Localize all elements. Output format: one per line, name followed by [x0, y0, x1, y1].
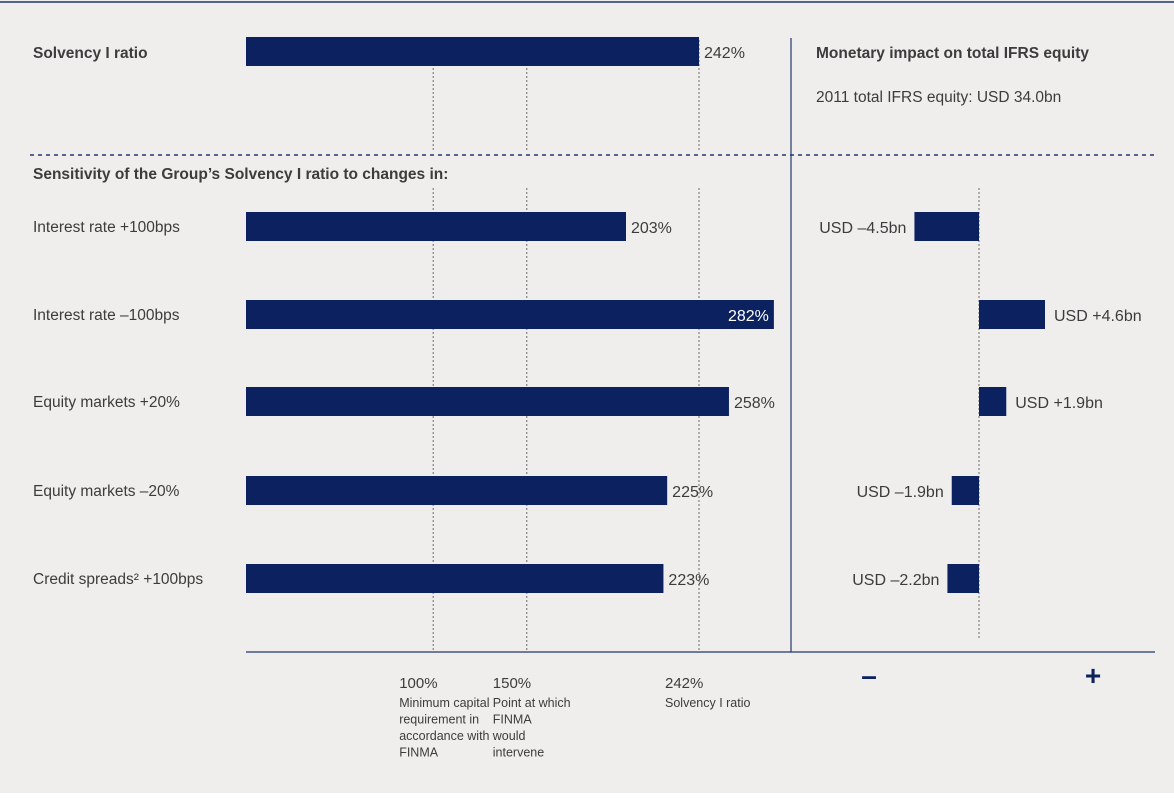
reference-description-100-0: Minimum capital — [399, 696, 489, 710]
sensitivity-bar-1 — [246, 300, 774, 329]
sensitivity-bar-2 — [246, 387, 729, 416]
reference-label-242: 242% — [665, 675, 703, 692]
sensitivity-title: Sensitivity of the Group’s Solvency I ra… — [33, 166, 448, 183]
category-label-4: Credit spreads² +100bps — [33, 571, 203, 588]
monetary-bar-0 — [914, 212, 979, 241]
reference-description-150-2: would — [492, 729, 526, 743]
category-label-2: Equity markets +20% — [33, 394, 180, 411]
monetary-value-label-4: USD –2.2bn — [852, 572, 939, 589]
bars — [246, 37, 1045, 593]
monetary-value-label-1: USD +4.6bn — [1054, 308, 1142, 325]
reference-description-100-2: accordance with — [399, 729, 489, 743]
reference-description-100-3: FINMA — [399, 746, 439, 760]
sensitivity-value-label-3: 225% — [672, 484, 713, 501]
sensitivity-value-label-4: 223% — [668, 572, 709, 589]
sensitivity-value-label-1: 282% — [728, 308, 769, 325]
reference-description-150-3: intervene — [493, 746, 544, 760]
sensitivity-bar-3 — [246, 476, 668, 505]
category-label-1: Interest rate –100bps — [33, 307, 180, 324]
sensitivity-value-label-2: 258% — [734, 395, 775, 412]
sensitivity-bar-0 — [246, 212, 626, 241]
solvency-value-label: 242% — [704, 45, 745, 62]
category-label-0: Interest rate +100bps — [33, 219, 180, 236]
monetary-axis-plus: + — [1085, 660, 1101, 691]
solvency-title: Solvency I ratio — [33, 45, 148, 62]
monetary-bar-3 — [951, 476, 979, 505]
monetary-axis-minus: – — [861, 660, 877, 691]
monetary-subtitle: 2011 total IFRS equity: USD 34.0bn — [816, 89, 1061, 106]
reference-label-100: 100% — [399, 675, 437, 692]
monetary-title: Monetary impact on total IFRS equity — [816, 45, 1089, 62]
sensitivity-bar-4 — [246, 564, 664, 593]
monetary-bar-1 — [979, 300, 1045, 329]
reference-description-100-1: requirement in — [399, 713, 479, 727]
reference-label-150: 150% — [493, 675, 531, 692]
monetary-value-label-3: USD –1.9bn — [857, 484, 944, 501]
labels: 100% Minimum capital requirement in accorda… — [33, 45, 1142, 760]
sensitivity-value-label-0: 203% — [631, 220, 672, 237]
reference-description-150-1: FINMA — [493, 713, 533, 727]
category-label-3: Equity markets –20% — [33, 483, 180, 500]
monetary-bar-4 — [947, 564, 979, 593]
reference-description-242-0: Solvency I ratio — [665, 696, 751, 710]
monetary-bar-2 — [979, 387, 1007, 416]
solvency-bar — [246, 37, 699, 66]
reference-description-150-0: Point at which — [493, 696, 571, 710]
monetary-value-label-0: USD –4.5bn — [819, 220, 906, 237]
monetary-value-label-2: USD +1.9bn — [1015, 395, 1103, 412]
